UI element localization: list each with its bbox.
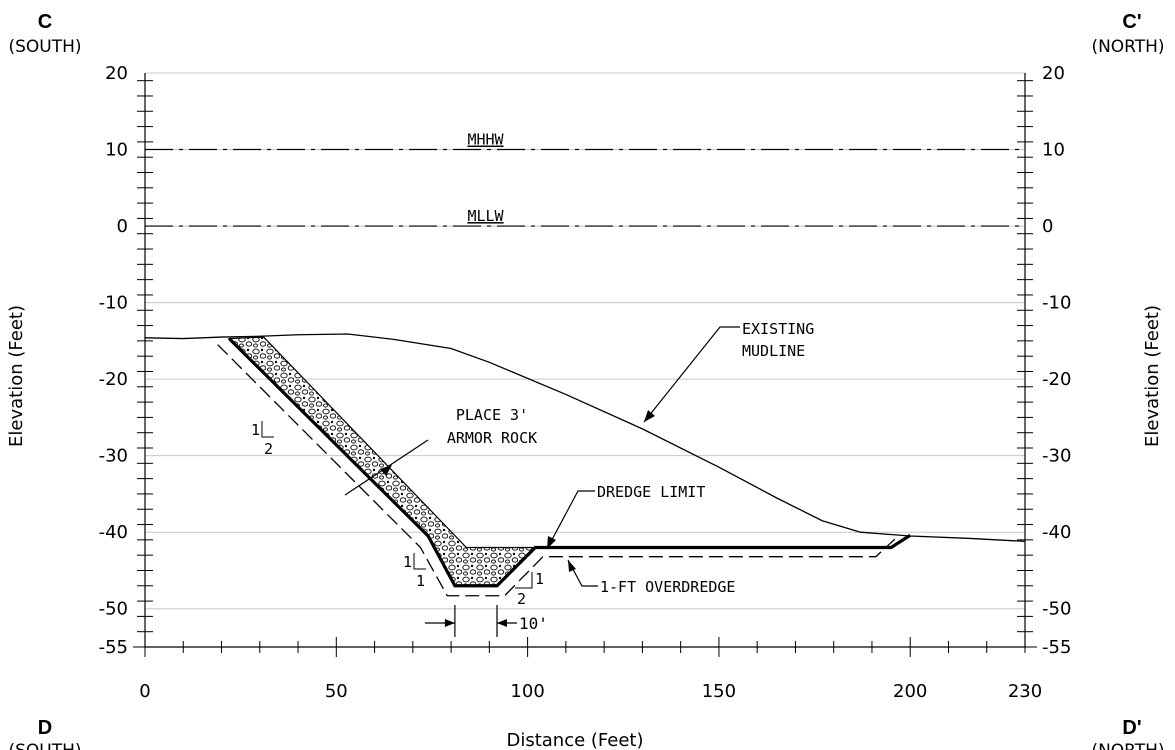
x-tick-label: 230	[1008, 681, 1042, 702]
y-tick-label-right: -20	[1042, 369, 1071, 390]
slope-right-mark	[515, 572, 533, 589]
x-tick-label: 0	[139, 681, 150, 702]
y-tick-label-right: -10	[1042, 293, 1071, 314]
y-tick-label-left: 10	[105, 140, 128, 161]
corner-bottom-right-direction: (NORTH)	[1091, 741, 1164, 750]
y-tick-label-left: 0	[117, 216, 128, 237]
corner-top-right-letter: C'	[1122, 11, 1141, 33]
slope-left-horizontal: 1	[416, 572, 425, 590]
overdredge-leader	[567, 559, 598, 587]
corner-top-left-letter: C	[38, 11, 52, 33]
y-tick-label-right: 10	[1042, 140, 1065, 161]
corner-bottom-left-letter: D	[38, 717, 52, 739]
dredge-leader-arrow	[547, 536, 556, 549]
dim-arrowhead-left	[444, 619, 455, 627]
x-tick-label: 50	[325, 681, 348, 702]
y-tick-label-left: -30	[99, 446, 128, 467]
y-tick-label-left: 20	[105, 63, 128, 84]
mllw-label: MLLW	[467, 207, 504, 225]
dredge-limit-line	[228, 337, 912, 588]
y-tick-label-right: -40	[1042, 522, 1071, 543]
mudline-label-1: EXISTING	[742, 320, 814, 338]
overdredge-leader-arrow	[568, 560, 576, 572]
overdredge-line	[217, 344, 896, 597]
slope-left-mark	[413, 553, 426, 570]
slope-right-horizontal: 2	[517, 590, 526, 608]
x-axis-label: Distance (Feet)	[506, 730, 643, 750]
mudline-label-2: MUDLINE	[742, 342, 805, 360]
dim-arrowhead-right	[497, 619, 507, 627]
slope-upper-vertical: 1	[251, 421, 260, 439]
y-tick-label-right: 0	[1042, 216, 1053, 237]
corner-top-right-direction: (NORTH)	[1091, 37, 1164, 57]
existing-mudline	[144, 333, 1026, 543]
y-tick-label-left: -20	[99, 369, 128, 390]
dim-width-label: 10'	[519, 614, 548, 633]
slope-upper-mark	[261, 421, 274, 438]
corner-bottom-right-letter: D'	[1122, 717, 1141, 739]
corner-top-left-direction: (SOUTH)	[8, 37, 81, 57]
mhhw-label: MHHW	[467, 131, 504, 149]
y-tick-label-right: -50	[1042, 599, 1071, 620]
overdredge-label: 1-FT OVERDREDGE	[600, 578, 735, 596]
armor-label-2: ARMOR ROCK	[447, 429, 537, 447]
y-tick-label-right: -30	[1042, 446, 1071, 467]
slope-right-vertical: 1	[535, 570, 544, 588]
y-axis-label-right: Elevation (Feet)	[1142, 305, 1163, 447]
y-tick-label-left: -50	[99, 599, 128, 620]
corner-bottom-left-direction: (SOUTH)	[8, 741, 81, 750]
armor-rock-fill	[227, 336, 537, 587]
dredge-leader	[546, 490, 595, 550]
y-tick-label-left: -40	[99, 522, 128, 543]
armor-label-1: PLACE 3'	[456, 406, 528, 424]
y-tick-label-left: -55	[99, 637, 128, 658]
x-tick-label: 200	[893, 681, 927, 702]
mudline-leader-arrow	[644, 410, 655, 422]
y-tick-label-left: -10	[99, 293, 128, 314]
x-tick-label: 150	[702, 681, 736, 702]
dredge-label: DREDGE LIMIT	[597, 483, 705, 501]
y-tick-label-right: -55	[1042, 637, 1071, 658]
mudline-leader	[643, 326, 740, 423]
x-tick-label: 100	[510, 681, 544, 702]
slope-left-vertical: 1	[403, 553, 412, 571]
y-axis-label-left: Elevation (Feet)	[6, 305, 27, 447]
slope-upper-horizontal: 2	[264, 440, 273, 458]
armor-leader-arrow	[380, 465, 392, 476]
y-tick-label-right: 20	[1042, 63, 1065, 84]
